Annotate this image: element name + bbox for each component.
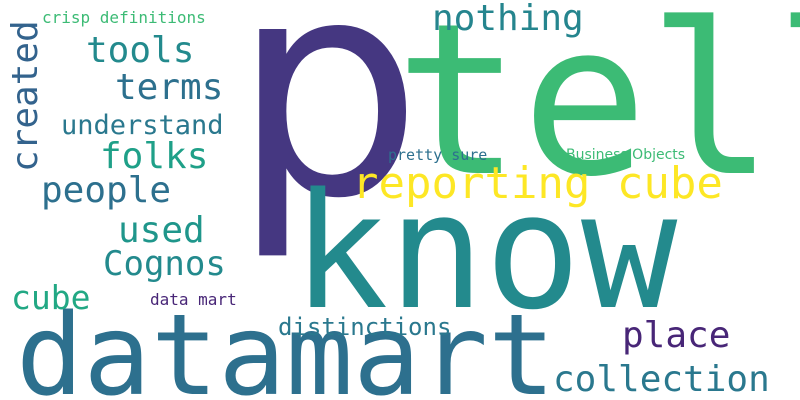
word-tell: tell [395,0,800,223]
word-data-mart: data mart [150,290,237,309]
word-cube: cube [11,278,91,317]
word-distinctions: distinctions [278,313,452,341]
word-created: created [5,20,46,172]
word-understand: understand [61,110,224,141]
word-used: used [118,210,205,251]
word-tools: tools [86,30,195,71]
word-terms: terms [115,67,224,108]
word-folks: folks [100,136,209,177]
word-reporting-cube: reporting cube [352,158,723,209]
word-nothing: nothing [432,0,584,39]
word-business-objects: Business Objects [566,147,686,163]
word-p: p [232,0,423,264]
word-pretty-sure: pretty sure [388,146,488,164]
word-know: know [292,158,678,345]
word-datamart: datamart [16,291,556,400]
word-crisp-definitions: crisp definitions [42,8,206,27]
word-collection: collection [553,359,770,400]
word-place: place [622,315,731,356]
word-people: people [41,170,172,211]
word-cognos: Cognos [103,244,226,284]
